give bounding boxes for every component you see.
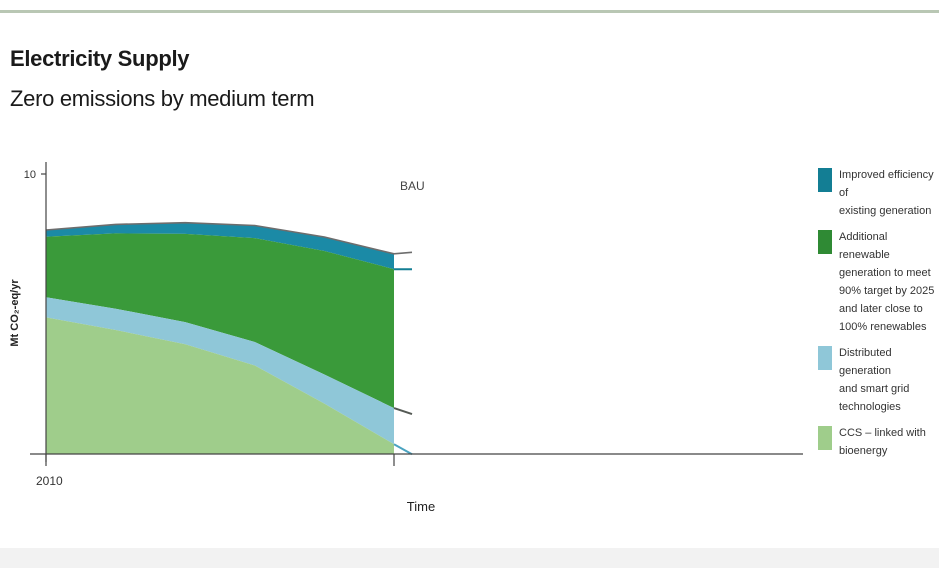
area-distributed bbox=[46, 297, 394, 445]
y-axis-title: Mt CO₂-eq/yr bbox=[9, 279, 21, 347]
chart-title: Electricity Supply bbox=[10, 46, 190, 71]
legend-label-ccs: CCS – linked with bioenergy bbox=[839, 427, 926, 457]
chart-subtitle: Zero emissions by medium term bbox=[10, 86, 315, 111]
legend-label-distributed: Distributed generation and smart grid te… bbox=[839, 347, 910, 413]
legend-label-efficiency: Improved efficiency of existing generati… bbox=[839, 169, 934, 217]
area-ccs bbox=[46, 317, 394, 454]
legend: Improved efficiency of existing generati… bbox=[815, 166, 939, 468]
renewable-boundary-marker bbox=[393, 407, 413, 416]
legend-swatch-distributed bbox=[818, 346, 832, 370]
x-tick-label-2010: 2010 bbox=[36, 474, 63, 488]
y-tick-label-10: 10 bbox=[24, 169, 36, 181]
legend-item-renewable: Additional renewable generation to meet … bbox=[815, 228, 939, 336]
series-lines bbox=[45, 221, 413, 456]
legend-swatch-efficiency bbox=[818, 168, 832, 192]
legend-swatch-ccs bbox=[818, 426, 832, 450]
area-renewable bbox=[46, 233, 394, 409]
legend-swatch-renewable bbox=[818, 230, 832, 254]
legend-item-distributed: Distributed generation and smart grid te… bbox=[815, 344, 939, 416]
bau-label: BAU bbox=[400, 179, 425, 193]
top-divider bbox=[0, 10, 939, 13]
x-axis-title: Time bbox=[407, 499, 435, 514]
legend-label-renewable: Additional renewable generation to meet … bbox=[839, 231, 935, 333]
bau-line bbox=[45, 221, 413, 255]
legend-item-ccs: CCS – linked with bioenergy bbox=[815, 424, 939, 460]
stacked-areas bbox=[46, 222, 394, 454]
bottom-band bbox=[0, 548, 939, 568]
distributed-boundary-marker bbox=[393, 443, 413, 456]
legend-item-efficiency: Improved efficiency of existing generati… bbox=[815, 166, 939, 220]
